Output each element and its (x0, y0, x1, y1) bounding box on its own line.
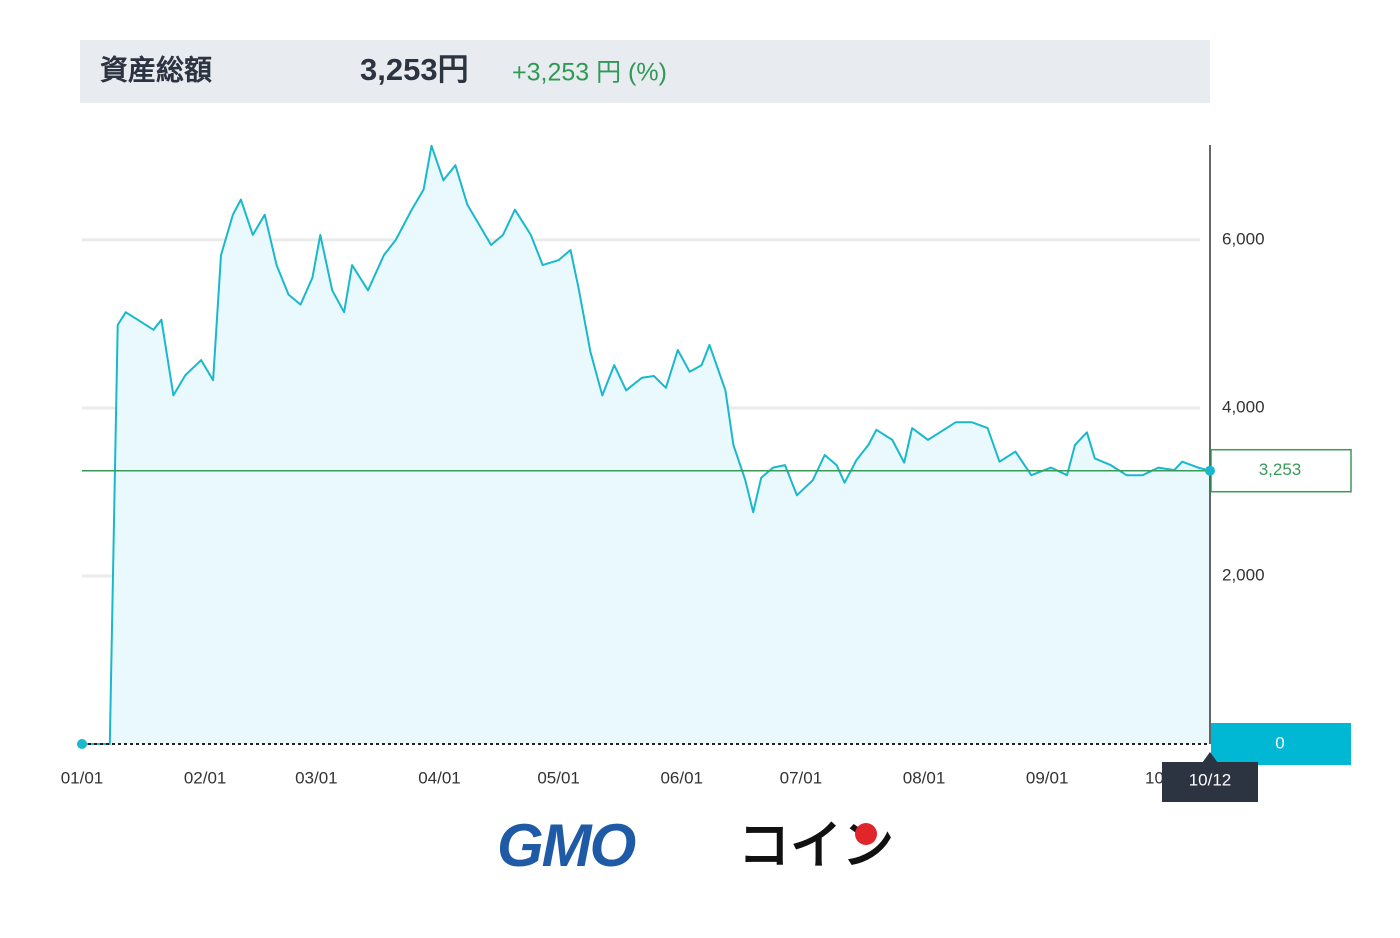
cursor-label: 10/12 (1189, 770, 1232, 789)
header-total: 3,253円 (360, 52, 469, 87)
x-tick-label: 05/01 (537, 768, 580, 787)
x-tick-label: 06/01 (660, 768, 703, 787)
logo-dot (855, 823, 877, 845)
cursor-box (1162, 762, 1258, 802)
header-change: +3,253 円 (%) (512, 59, 667, 87)
start-dot (77, 739, 87, 749)
x-tick-label: 01/01 (61, 768, 104, 787)
logo: GMO コイン (497, 812, 894, 879)
end-dot (1205, 465, 1215, 476)
header-label: 資産総額 (100, 53, 212, 85)
y-tick-label: 4,000 (1222, 397, 1265, 416)
x-tick-label: 09/01 (1026, 768, 1069, 787)
plot: 2,000 4,000 6,000 01/01 02/01 03/01 04/01 05/01… (61, 144, 1352, 802)
x-tick-label: 02/01 (184, 768, 227, 787)
y-tick-label: 2,000 (1222, 565, 1265, 584)
y-tick-label: 6,000 (1222, 229, 1265, 248)
line (82, 144, 1211, 745)
x-tick-label: 07/01 (780, 768, 823, 787)
x-tick-label: 08/01 (903, 768, 946, 787)
reference-label: 3,253 (1259, 460, 1302, 479)
cursor-pointer (1202, 752, 1218, 763)
logo-brand: GMO (497, 812, 636, 879)
baseline-box-label: 0 (1275, 733, 1284, 752)
x-tick-label: 03/01 (295, 768, 338, 787)
header-bar (80, 40, 1210, 103)
reference-box (1210, 448, 1352, 493)
x-tick-label: 04/01 (418, 768, 461, 787)
area-fill (82, 145, 1210, 745)
baseline-box (1211, 723, 1351, 765)
